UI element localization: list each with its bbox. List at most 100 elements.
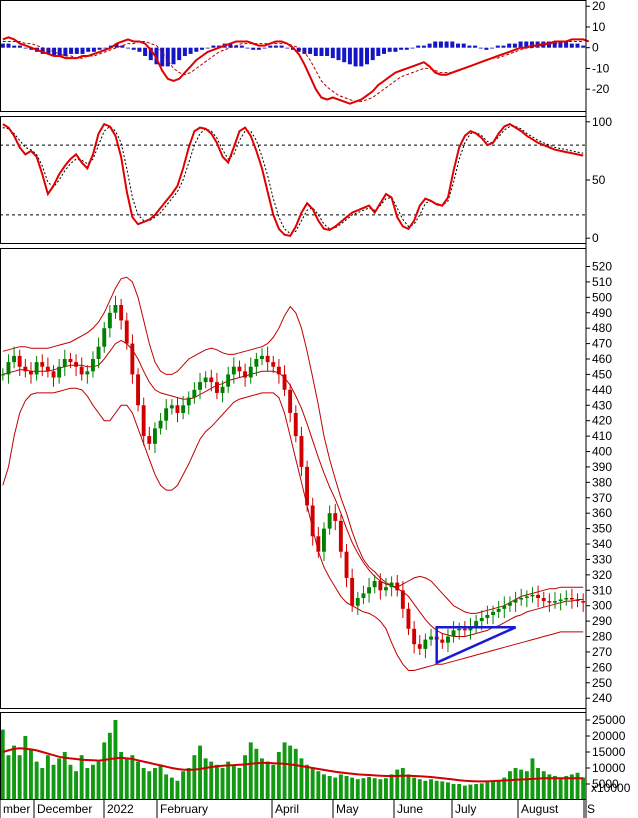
macd-histogram-bar — [564, 41, 569, 48]
volume-bar — [231, 764, 236, 800]
volume-bar — [215, 764, 219, 800]
price-candle-body — [0, 374, 5, 376]
volume-bar — [395, 769, 400, 800]
macd-histogram-bar — [0, 43, 5, 48]
macd-histogram-bar — [80, 47, 85, 54]
price-candle-body — [136, 374, 140, 406]
volume-bar — [536, 768, 540, 800]
stochastic-k-line — [2, 122, 584, 238]
macd-histogram-bar — [490, 47, 495, 49]
x-axis-month-label: December — [37, 802, 92, 816]
macd-histogram-bar — [438, 41, 443, 48]
volume-bar — [34, 761, 39, 800]
macd-histogram-bar — [467, 45, 472, 48]
volume-bar — [333, 777, 338, 800]
macd-histogram-bar — [200, 47, 204, 50]
volume-bar — [288, 745, 293, 800]
price-candle-body — [541, 598, 546, 602]
volume-moving-average — [2, 747, 584, 783]
volume-bar — [434, 780, 439, 800]
volume-bar — [451, 784, 456, 800]
volume-bar — [175, 780, 180, 800]
volume-bar — [96, 761, 101, 800]
macd-histogram-bar — [114, 43, 119, 48]
macd-histogram-bar — [581, 45, 586, 48]
price-axis-tick-label: 290 — [592, 614, 612, 628]
price-candle-body — [502, 605, 507, 609]
volume-bar — [29, 748, 33, 800]
volume-bar — [581, 777, 586, 800]
price-candle-body — [581, 601, 586, 603]
price-candle-body — [530, 594, 535, 597]
macd-histogram-bar — [6, 43, 11, 48]
volume-bar — [153, 768, 157, 800]
price-candle-body — [57, 366, 62, 378]
stochastic-axis-tick-label: 0 — [592, 231, 599, 245]
price-candle-body — [451, 630, 456, 637]
volume-bar — [558, 777, 563, 800]
x-axis-month-label: April — [275, 802, 299, 816]
volume-bar — [282, 742, 287, 800]
price-candle-body — [446, 636, 450, 643]
volume-bar — [248, 742, 253, 800]
price-candle-body — [62, 359, 67, 367]
volume-axis-tick-label: 5000 — [592, 777, 619, 791]
price-candle-body — [474, 621, 479, 628]
volume-bar — [6, 755, 11, 800]
price-candle-body — [248, 366, 253, 378]
macd-axis-tick-label: -10 — [592, 61, 610, 75]
x-axis-month-label: S — [587, 802, 595, 816]
macd-histogram-bar — [478, 47, 483, 49]
macd-histogram-bar — [148, 47, 153, 61]
macd-histogram-bar — [376, 47, 381, 56]
price-candle-body — [569, 598, 574, 600]
volume-bar — [192, 755, 197, 800]
price-candle-body — [462, 628, 467, 631]
macd-histogram-bar — [57, 47, 62, 56]
volume-bar — [513, 768, 518, 800]
price-candle-body — [96, 346, 101, 359]
price-candle-body — [355, 598, 360, 606]
price-candle-body — [513, 599, 518, 603]
volume-bar — [429, 779, 433, 800]
price-candle-body — [372, 581, 377, 588]
price-candle-body — [102, 328, 107, 347]
price-candle-body — [558, 599, 563, 601]
price-candle-body — [564, 598, 569, 600]
volume-bar — [169, 777, 174, 800]
macd-histogram-bar — [12, 45, 17, 48]
price-axis-tick-label: 430 — [592, 398, 612, 412]
bollinger-upper-band — [2, 276, 584, 614]
volume-bar — [344, 776, 349, 800]
price-candle-body — [220, 386, 225, 393]
volume-bar — [12, 745, 16, 800]
price-candle-body — [406, 608, 411, 629]
price-candle-body — [271, 362, 276, 367]
stochastic-axis-tick-label: 50 — [592, 173, 606, 187]
price-candle-body — [124, 320, 129, 344]
price-candle-body — [547, 601, 552, 603]
macd-histogram-bar — [63, 47, 68, 56]
macd-histogram-bar — [495, 45, 500, 48]
macd-histogram-bar — [86, 47, 91, 52]
price-candle-body — [169, 405, 174, 409]
price-candle-body — [485, 614, 490, 618]
price-axis-tick-label: 450 — [592, 367, 612, 381]
price-candle-body — [384, 587, 388, 591]
price-candle-body — [164, 408, 169, 421]
price-axis-tick-label: 490 — [592, 306, 612, 320]
volume-bar — [474, 784, 479, 800]
price-candle-body — [344, 551, 349, 578]
volume-bar — [412, 777, 417, 800]
volume-bar — [40, 768, 45, 800]
volume-bar — [45, 755, 50, 800]
macd-panel: 20 10 0 -10 -20 — [0, 0, 610, 105]
price-candle-body — [265, 355, 270, 363]
price-candle-body — [496, 608, 501, 612]
macd-histogram-bar — [416, 45, 421, 48]
volume-bar — [491, 781, 495, 800]
macd-histogram-bar — [97, 47, 102, 50]
price-candle-body — [491, 611, 495, 615]
price-candle-body — [113, 305, 118, 313]
volume-bar — [575, 772, 580, 800]
